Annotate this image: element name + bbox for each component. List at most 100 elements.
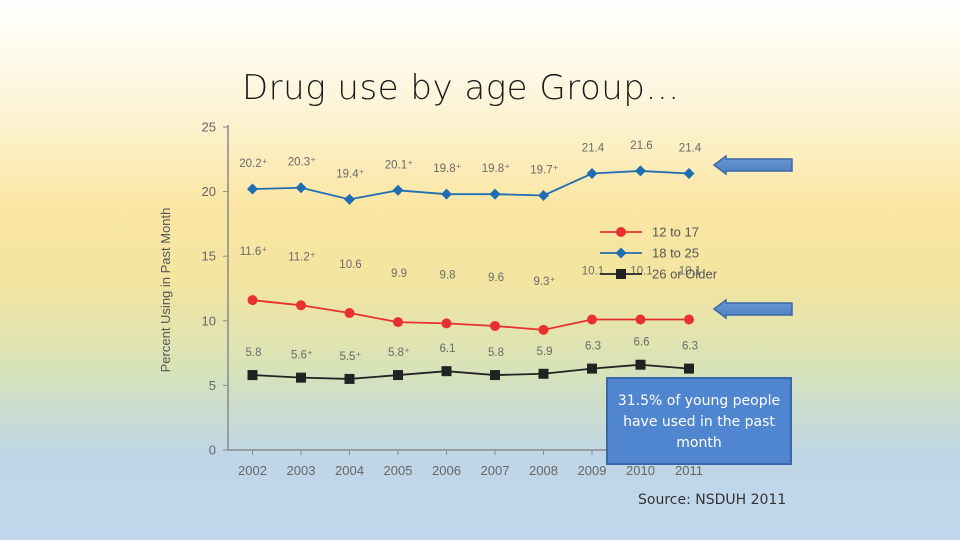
slide-title: Drug use by age Group… [242,68,680,108]
data-label: 10.1 [582,266,604,278]
y-tick-label: 0 [209,443,216,458]
x-tick-label: 2005 [384,463,413,478]
data-point [441,366,452,377]
data-label: 20.2⁺ [239,158,267,170]
data-label: 19.7⁺ [530,164,558,176]
data-label: 5.8 [246,347,262,359]
x-tick-label: 2011 [675,463,703,478]
data-label: 11.2⁺ [288,251,316,263]
x-tick-label: 2008 [529,463,558,478]
series-12-to-17: 11.6⁺ 11.2⁺ 10.6 9.9 9.8 9.6 9.3⁺ 10.1 10.1 10.1 [240,246,701,335]
y-axis-title: Percent Using in Past Month [158,208,173,373]
legend-item: 12 to 17 [600,225,699,240]
x-tick-label: 2010 [626,463,655,478]
data-point [393,317,403,328]
data-label: 21.6 [630,140,652,152]
data-point [635,359,646,370]
data-point [538,189,549,201]
x-tick-label: 2004 [335,463,364,478]
legend: 12 to 17 18 to 25 26 or Older [600,225,718,282]
data-point [684,363,694,374]
data-label: 5.6⁺ [291,350,313,362]
y-tick-label: 5 [209,378,216,393]
data-label: 20.1⁺ [385,159,413,171]
data-point [683,168,695,180]
data-label: 10.1 [630,266,652,278]
x-tick-label: 2007 [481,463,510,478]
data-label: 19.4⁺ [336,168,364,180]
series-line [252,363,690,380]
data-label: 19.8⁺ [482,163,510,175]
data-point [392,184,404,196]
axes: 0 5 10 15 20 25 2002 2003 2004 2005 2006 2007 2008 20… [158,120,703,479]
data-point [616,269,626,279]
series-line [252,170,690,201]
data-point [344,373,355,384]
data-label: 6.3 [682,341,698,353]
legend-label: 12 to 17 [652,225,699,240]
y-tick-label: 25 [202,120,216,135]
data-point [296,300,306,311]
legend-item: 26 or Older [600,267,718,282]
arrow-icon-lower [712,298,793,320]
legend-label: 26 or Older [652,267,718,282]
data-point [616,227,626,237]
x-tick-label: 2009 [578,463,607,478]
data-label: 19.8⁺ [433,163,461,175]
data-label: 9.6 [488,272,504,284]
data-point [295,182,307,194]
data-point [635,165,646,177]
data-point [393,370,403,381]
data-point [587,363,597,374]
data-label: 21.4 [679,143,702,155]
data-point [344,193,355,205]
data-point [538,324,549,335]
data-point [615,247,627,259]
data-label: 5.8 [488,347,504,359]
series-18-to-25: 20.2⁺ 20.3⁺ 19.4⁺ 20.1⁺ 19.8⁺ 19.8⁺ 19.7⁺ 21.4 2… [239,140,702,205]
data-label: 6.6 [634,337,650,349]
data-label: 9.8 [440,269,456,281]
data-label: 9.3⁺ [533,276,555,288]
data-label: 10.6 [339,259,361,271]
data-label: 21.4 [582,143,605,155]
x-tick-label: 2006 [432,463,461,478]
arrow-icon-upper [712,154,793,176]
data-point [490,370,500,381]
data-label: 6.3 [585,341,601,353]
data-label: 10.1 [679,266,701,278]
callout-box: 31.5% of young people have used in the p… [606,377,792,465]
data-point [247,370,258,381]
x-tick-label: 2003 [287,463,316,478]
series-26-or-older: 5.8 5.6⁺ 5.5⁺ 5.8⁺ 6.1 5.8 5.9 6.3 6.6 6.3 [246,337,698,384]
data-point [247,183,258,195]
data-label: 6.1 [440,343,456,355]
data-point [538,368,549,379]
pointer-arrows [712,154,793,320]
data-label: 20.3⁺ [288,157,316,169]
data-point [489,188,501,200]
data-label: 5.9 [537,346,553,358]
data-point [344,308,355,319]
data-label: 5.8⁺ [388,347,410,359]
data-point [587,314,597,325]
y-tick-label: 10 [202,313,216,328]
series-group: 11.6⁺ 11.2⁺ 10.6 9.9 9.8 9.6 9.3⁺ 10.1 10.1 10.1 2… [239,140,702,384]
data-point [247,295,258,306]
data-label: 9.9 [391,268,407,280]
x-tick-label: 2002 [238,463,267,478]
data-label: 5.5⁺ [339,351,361,363]
source-note: Source: NSDUH 2011 [638,492,787,508]
data-point [490,320,500,331]
data-point [296,372,306,383]
legend-item: 18 to 25 [600,246,699,261]
data-point [441,188,452,200]
data-point [684,314,694,325]
data-point [441,318,452,329]
y-tick-label: 20 [202,184,216,199]
y-tick-label: 15 [202,249,216,264]
legend-label: 18 to 25 [652,246,699,261]
data-label: 11.6⁺ [240,246,268,258]
series-line [252,299,689,331]
